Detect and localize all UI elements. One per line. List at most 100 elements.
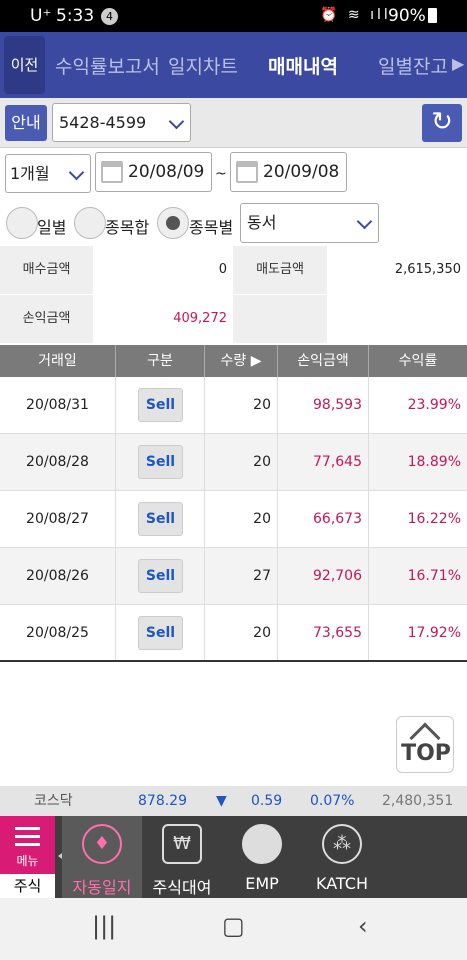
table-row[interactable]: 20/08/28 Sell 20 77,645 18.89% — [0, 434, 467, 491]
radio-daily[interactable] — [6, 207, 38, 239]
stock-tab[interactable]: 주식 — [0, 874, 55, 898]
col-pl-header[interactable]: 손익금액 — [278, 345, 369, 377]
row-qty: 20 — [205, 605, 278, 662]
row-pl: 98,593 — [278, 377, 369, 434]
menu-item-label: 주식대여 — [152, 878, 212, 897]
back-icon[interactable]: ‹ — [358, 912, 368, 940]
prev-button[interactable]: 이전 — [4, 36, 45, 94]
end-date-field[interactable]: 20/09/08 — [230, 152, 347, 192]
menu-item-stock-lending[interactable]: ₩ 주식대여 — [142, 816, 222, 898]
row-rate: 16.22% — [407, 511, 461, 527]
row-date: 20/08/26 — [0, 548, 116, 605]
refresh-icon: ↻ — [431, 107, 453, 137]
menu-item-label: 자동일지 — [72, 878, 132, 897]
row-type-cell: Sell — [116, 605, 205, 662]
journal-icon: ♦ — [82, 824, 122, 864]
col-rate-header[interactable]: 수익률 — [398, 353, 438, 369]
scroll-top-label: TOP — [401, 741, 451, 766]
row-type-cell: Sell — [116, 491, 205, 548]
tab-scroll-right-icon[interactable]: ▶ — [452, 54, 465, 73]
index-volume: 2,480,351 — [382, 793, 454, 809]
row-pl: 73,655 — [278, 605, 369, 662]
row-rate: 23.99% — [407, 397, 461, 413]
index-change-rate: 0.07% — [310, 793, 355, 809]
tab-journal-chart[interactable]: 일지차트 — [168, 56, 238, 78]
row-rate: 17.92% — [407, 625, 461, 641]
table-row[interactable]: 20/08/31 Sell 20 98,593 23.99% — [0, 377, 467, 434]
summary-empty-cell — [233, 295, 327, 343]
menu-button[interactable]: 메뉴 — [0, 816, 55, 874]
menu-item-auto-journal[interactable]: ♦ 자동일지 — [62, 816, 142, 898]
menu-label: 메뉴 — [16, 854, 39, 868]
start-date-value: 20/08/09 — [128, 162, 205, 182]
account-number: 5428-4599 — [59, 113, 147, 132]
row-pl: 77,645 — [278, 434, 369, 491]
row-date: 20/08/27 — [0, 491, 116, 548]
start-date-field[interactable]: 20/08/09 — [95, 152, 212, 192]
pl-amount-value: 409,272 — [93, 295, 233, 343]
row-qty: 20 — [205, 434, 278, 491]
status-icons: ⏰ ≋ ıll — [320, 7, 391, 23]
refresh-button[interactable]: ↻ — [422, 104, 462, 142]
period-value: 1개월 — [10, 164, 50, 183]
period-select[interactable]: 1개월 — [5, 154, 91, 193]
sell-button[interactable]: Sell — [138, 559, 183, 593]
home-icon[interactable]: ▢ — [222, 912, 245, 940]
calendar-icon — [101, 161, 123, 183]
col-type-header[interactable]: 구분 — [116, 345, 205, 377]
col-date-header[interactable]: 거래일 — [0, 345, 116, 377]
index-change: 0.59 — [251, 793, 283, 809]
buy-amount-label: 매수금액 — [0, 246, 93, 294]
katch-icon: ⁂ — [322, 824, 362, 864]
tab-trade-history[interactable]: 매매내역 — [268, 56, 338, 78]
table-row[interactable]: 20/08/27 Sell 20 66,673 16.22% — [0, 491, 467, 548]
bottom-menu: 메뉴 주식 ♦ 자동일지 ₩ 주식대여 EMP ⁂ KATCH — [0, 816, 467, 898]
recent-apps-icon[interactable]: ||| — [92, 912, 117, 940]
tab-daily-balance[interactable]: 일별잔고 — [378, 56, 448, 78]
row-pl: 92,706 — [278, 548, 369, 605]
menu-item-label: EMP — [245, 874, 279, 893]
row-date: 20/08/31 — [0, 377, 116, 434]
row-pl: 66,673 — [278, 491, 369, 548]
date-range-row: 1개월 20/08/09 ~ 20/09/08 — [0, 148, 467, 200]
top-navigation: 이전 수익률보고서 일지차트 매매내역 일별잔고 ▶ — [0, 32, 467, 98]
summary-empty-cell — [327, 295, 467, 343]
radio-by-stock[interactable] — [157, 207, 189, 239]
sell-button[interactable]: Sell — [138, 616, 183, 650]
row-qty: 20 — [205, 491, 278, 548]
date-separator: ~ — [215, 166, 227, 182]
sell-amount-label: 매도금액 — [233, 246, 327, 294]
notification-count-badge: 4 — [101, 8, 118, 25]
pl-amount-label: 손익금액 — [0, 295, 93, 343]
account-select[interactable]: 5428-4599 — [52, 103, 191, 142]
table-row[interactable]: 20/08/26 Sell 27 92,706 16.71% — [0, 548, 467, 605]
clock: 5:33 — [56, 6, 95, 26]
menu-item-katch[interactable]: ⁂ KATCH — [302, 816, 382, 898]
stock-select-value: 동서 — [247, 213, 277, 232]
row-qty: 20 — [205, 377, 278, 434]
table-end-divider — [0, 660, 467, 662]
status-bar: U⁺ 5:33 4 ⏰ ≋ ıll 90% — [0, 0, 467, 32]
sell-button[interactable]: Sell — [138, 388, 183, 422]
chevron-down-icon — [356, 213, 373, 230]
buy-amount-value: 0 — [93, 246, 233, 294]
guide-button[interactable]: 안내 — [5, 105, 47, 141]
radio-by-stock-label: 종목별 — [189, 218, 234, 237]
index-ticker[interactable]: 코스닥 878.29 ▼ 0.59 0.07% 2,480,351 — [0, 786, 467, 816]
battery-percent: 90% — [388, 6, 426, 26]
view-mode-row: 일별 종목합 종목별 동서 — [0, 200, 467, 246]
radio-stock-sum[interactable] — [74, 207, 106, 239]
col-qty-header[interactable]: 수량 ▶ — [205, 345, 278, 377]
menu-item-emp[interactable]: EMP — [222, 816, 302, 898]
scroll-top-button[interactable]: TOP — [396, 716, 454, 773]
end-date-value: 20/09/08 — [263, 162, 340, 182]
stock-select[interactable]: 동서 — [240, 203, 379, 243]
table-row[interactable]: 20/08/25 Sell 20 73,655 17.92% — [0, 605, 467, 662]
sell-button[interactable]: Sell — [138, 445, 183, 479]
row-type-cell: Sell — [116, 548, 205, 605]
row-rate: 16.71% — [407, 568, 461, 584]
sell-button[interactable]: Sell — [138, 502, 183, 536]
row-date: 20/08/28 — [0, 434, 116, 491]
tab-return-report[interactable]: 수익률보고서 — [55, 56, 160, 78]
down-arrow-icon: ▼ — [216, 793, 227, 809]
